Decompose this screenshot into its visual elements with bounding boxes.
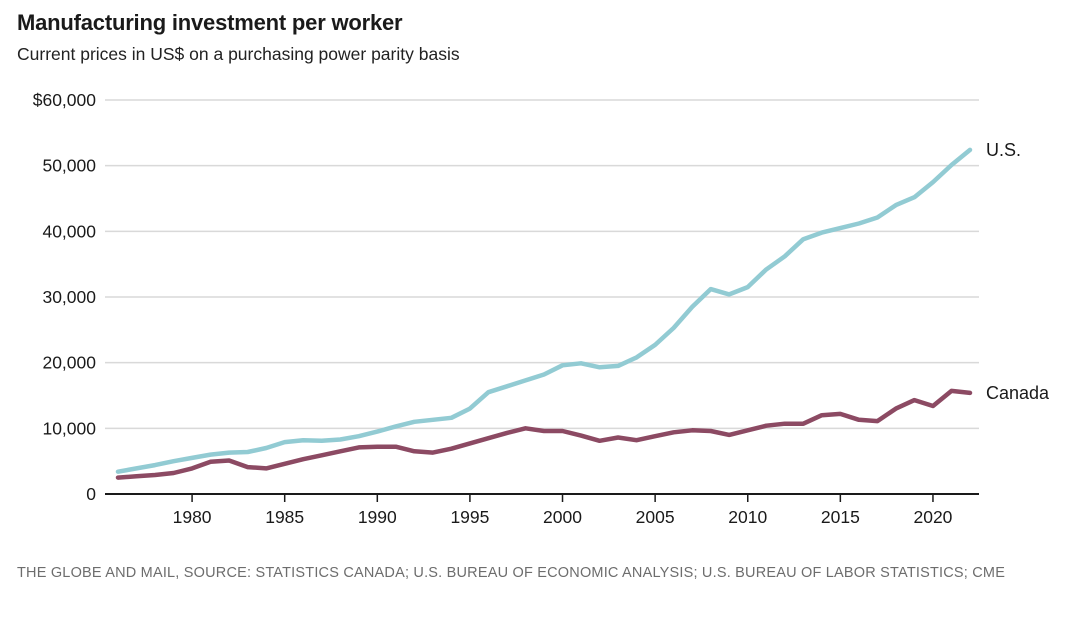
y-axis-tick-label: 20,000	[42, 353, 96, 373]
x-axis-tick-label: 1990	[358, 507, 397, 527]
canada-line-label: Canada	[986, 383, 1050, 403]
y-axis-tick-label: 50,000	[42, 156, 96, 176]
x-axis-tick-label: 2015	[821, 507, 860, 527]
y-axis-tick-label: 40,000	[42, 221, 96, 241]
y-axis-tick-label: 0	[86, 484, 96, 504]
y-axis-tick-label: $60,000	[33, 90, 97, 110]
x-axis-tick-label: 2005	[636, 507, 675, 527]
y-axis-tick-label: 10,000	[42, 418, 96, 438]
x-axis-tick-label: 1985	[265, 507, 304, 527]
us-line	[115, 147, 973, 474]
x-axis-tick-label: 1995	[450, 507, 489, 527]
us-line-label: U.S.	[986, 140, 1021, 160]
source-note: THE GLOBE AND MAIL, SOURCE: STATISTICS C…	[17, 565, 1006, 581]
x-axis-tick-label: 2020	[913, 507, 952, 527]
x-axis-tick-label: 2000	[543, 507, 582, 527]
x-axis-tick-label: 1980	[173, 507, 212, 527]
y-axis-tick-label: 30,000	[42, 287, 96, 307]
chart-title: Manufacturing investment per worker	[17, 10, 403, 35]
canada-line	[115, 388, 973, 480]
chart-subtitle: Current prices in US$ on a purchasing po…	[17, 44, 460, 64]
x-axis-tick-label: 2010	[728, 507, 767, 527]
